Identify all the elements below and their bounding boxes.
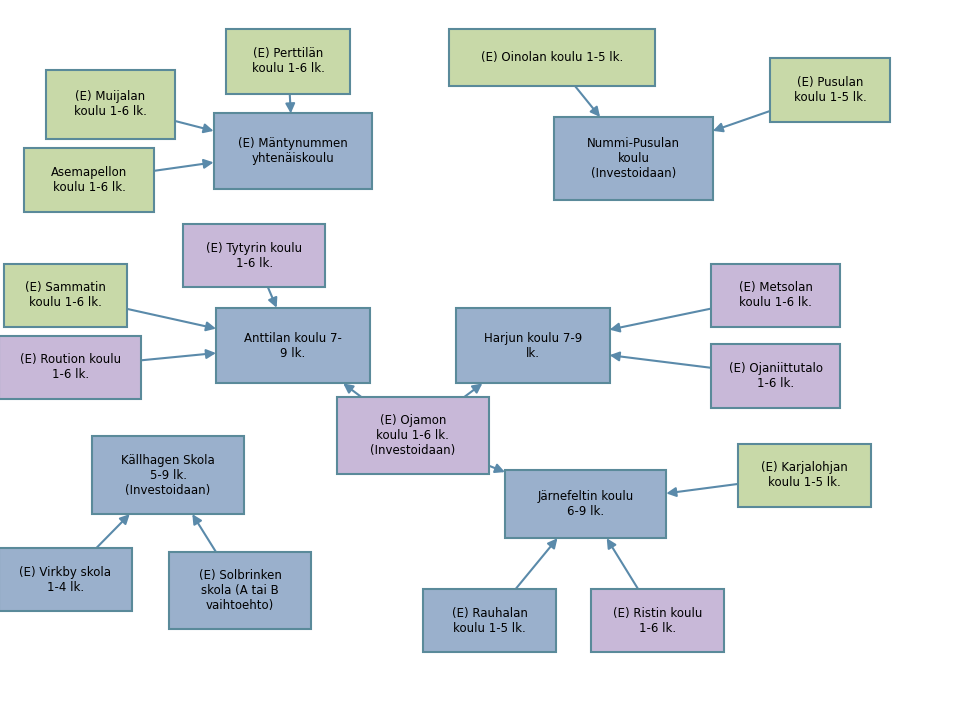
FancyBboxPatch shape (92, 436, 244, 514)
FancyBboxPatch shape (226, 29, 350, 94)
Text: (E) Virkby skola
1-4 lk.: (E) Virkby skola 1-4 lk. (19, 566, 111, 593)
Text: (E) Solbrinken
skola (A tai B
vaihtoehto): (E) Solbrinken skola (A tai B vaihtoehto… (199, 569, 281, 612)
Text: Nummi-Pusulan
koulu
(Investoidaan): Nummi-Pusulan koulu (Investoidaan) (588, 137, 680, 180)
FancyBboxPatch shape (4, 264, 127, 327)
FancyBboxPatch shape (738, 444, 871, 507)
Text: (E) Mäntynummen
yhtenäiskoulu: (E) Mäntynummen yhtenäiskoulu (238, 138, 348, 165)
FancyBboxPatch shape (216, 308, 370, 383)
Text: (E) Karjalohjan
koulu 1-5 lk.: (E) Karjalohjan koulu 1-5 lk. (761, 462, 848, 489)
Text: Källhagen Skola
5-9 lk.
(Investoidaan): Källhagen Skola 5-9 lk. (Investoidaan) (121, 454, 215, 497)
FancyBboxPatch shape (456, 308, 610, 383)
FancyBboxPatch shape (770, 58, 891, 122)
FancyBboxPatch shape (710, 264, 841, 327)
Text: (E) Rauhalan
koulu 1-5 lk.: (E) Rauhalan koulu 1-5 lk. (451, 607, 528, 634)
Text: Anttilan koulu 7-
9 lk.: Anttilan koulu 7- 9 lk. (244, 332, 342, 359)
FancyBboxPatch shape (213, 113, 372, 189)
Text: (E) Ristin koulu
1-6 lk.: (E) Ristin koulu 1-6 lk. (612, 607, 703, 634)
Text: (E) Tytyrin koulu
1-6 lk.: (E) Tytyrin koulu 1-6 lk. (206, 242, 302, 269)
FancyBboxPatch shape (555, 117, 712, 199)
FancyBboxPatch shape (448, 29, 655, 86)
Text: (E) Muijalan
koulu 1-6 lk.: (E) Muijalan koulu 1-6 lk. (74, 91, 147, 118)
FancyBboxPatch shape (423, 589, 556, 652)
FancyBboxPatch shape (0, 548, 132, 611)
Text: (E) Perttilän
koulu 1-6 lk.: (E) Perttilän koulu 1-6 lk. (252, 48, 324, 75)
Text: (E) Sammatin
koulu 1-6 lk.: (E) Sammatin koulu 1-6 lk. (25, 282, 106, 309)
FancyBboxPatch shape (24, 148, 154, 212)
FancyBboxPatch shape (183, 224, 325, 287)
FancyBboxPatch shape (169, 552, 311, 629)
Text: (E) Ojamon
koulu 1-6 lk.
(Investoidaan): (E) Ojamon koulu 1-6 lk. (Investoidaan) (371, 414, 455, 457)
FancyBboxPatch shape (710, 344, 841, 408)
FancyBboxPatch shape (505, 469, 666, 539)
Text: (E) Ojaniittutalo
1-6 lk.: (E) Ojaniittutalo 1-6 lk. (729, 362, 823, 390)
FancyBboxPatch shape (0, 336, 141, 399)
Text: (E) Oinolan koulu 1-5 lk.: (E) Oinolan koulu 1-5 lk. (481, 51, 623, 64)
FancyBboxPatch shape (46, 71, 175, 138)
FancyBboxPatch shape (591, 589, 724, 652)
Text: (E) Pusulan
koulu 1-5 lk.: (E) Pusulan koulu 1-5 lk. (794, 76, 867, 104)
Text: (E) Roution koulu
1-6 lk.: (E) Roution koulu 1-6 lk. (19, 354, 121, 381)
Text: Harjun koulu 7-9
lk.: Harjun koulu 7-9 lk. (484, 332, 582, 359)
FancyBboxPatch shape (337, 397, 489, 474)
Text: Järnefeltin koulu
6-9 lk.: Järnefeltin koulu 6-9 lk. (538, 490, 634, 518)
Text: (E) Metsolan
koulu 1-6 lk.: (E) Metsolan koulu 1-6 lk. (739, 282, 812, 309)
Text: Asemapellon
koulu 1-6 lk.: Asemapellon koulu 1-6 lk. (51, 166, 128, 194)
